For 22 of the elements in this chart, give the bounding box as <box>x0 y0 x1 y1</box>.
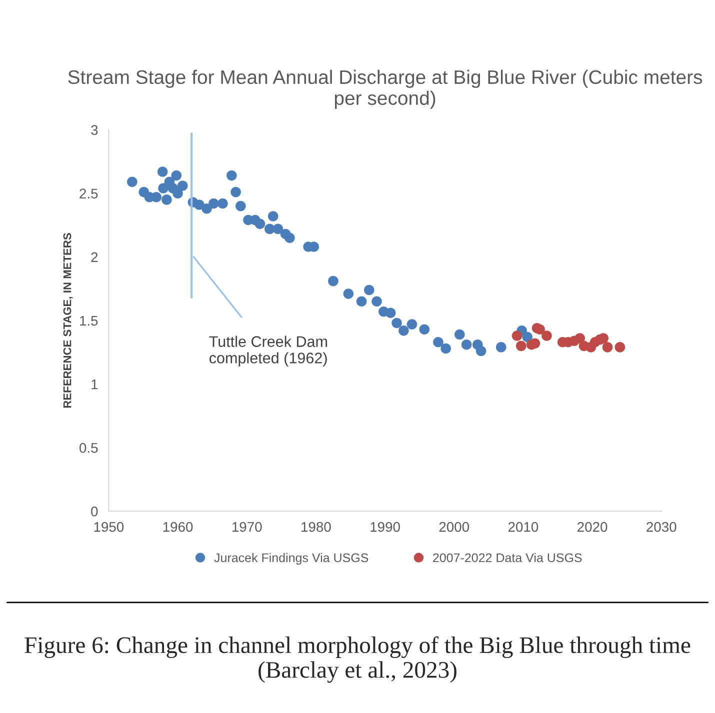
x-tick-label: 1980 <box>302 522 331 532</box>
x-tick-label: 1970 <box>232 522 262 532</box>
x-tick-label: 2020 <box>578 522 608 532</box>
y-tick-label: 2 <box>91 252 98 262</box>
y-axis-title: REFERENCE STAGE, IN METERS <box>63 233 73 408</box>
y-tick-label: 0 <box>91 506 98 516</box>
y-tick-label: 1.5 <box>80 316 98 326</box>
x-tick-label: 1960 <box>163 522 193 532</box>
x-tick-label: 2030 <box>646 522 676 532</box>
y-tick-label: 3 <box>91 125 98 135</box>
caption: Figure 6: Change in channel morphology of the Big Blue through time (Barclay et al., 2023) <box>24 636 690 683</box>
x-tick-label: 1950 <box>94 522 124 532</box>
y-tick-label: 0.5 <box>80 442 98 453</box>
y-tick-label: 1 <box>92 380 98 390</box>
x-tick-label: 2000 <box>439 522 470 532</box>
ref-line-label: Tuttle Creek Dam completed (1962) <box>209 336 327 366</box>
y-tick-label: 2.5 <box>80 188 98 199</box>
x-tick-label: 1990 <box>370 522 400 532</box>
legend-label: Juracek Findings Via USGS <box>214 552 368 565</box>
legend-label: 2007-2022 Data Via USGS <box>433 552 582 562</box>
chart-title: Stream Stage for Mean Annual Discharge at Big Blue River (Cubic meters per second) <box>68 70 702 109</box>
x-tick-label: 2010 <box>508 522 538 532</box>
